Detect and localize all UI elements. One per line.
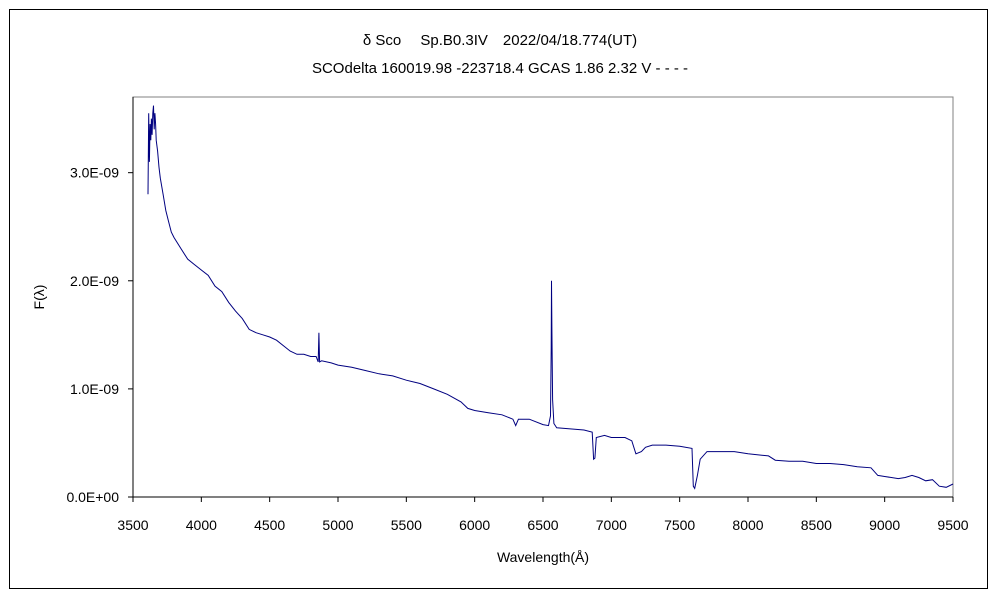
chart-title: δ Sco Sp.B0.3IV 2022/04/18.774(UT) bbox=[362, 32, 638, 49]
x-tick-label: 9000 bbox=[869, 517, 900, 533]
x-tick-label: 5500 bbox=[391, 517, 422, 533]
y-tick-label: 0.0E+00 bbox=[66, 489, 119, 505]
x-tick-label: 7500 bbox=[664, 517, 695, 533]
y-tick-label: 2.0E-09 bbox=[70, 273, 119, 289]
x-tick-label: 9500 bbox=[937, 517, 968, 533]
x-tick-label: 4500 bbox=[254, 517, 285, 533]
y-axis-label: F(λ) bbox=[31, 285, 47, 310]
x-tick-label: 6500 bbox=[527, 517, 558, 533]
y-tick-label: 1.0E-09 bbox=[70, 381, 119, 397]
chart-subtitle: SCOdelta 160019.98 -223718.4 GCAS 1.86 2… bbox=[311, 60, 689, 77]
spectrum-line bbox=[147, 105, 954, 490]
x-tick-label: 6000 bbox=[459, 517, 490, 533]
x-tick-label: 8000 bbox=[732, 517, 763, 533]
x-tick-label: 8500 bbox=[801, 517, 832, 533]
x-tick-label: 3500 bbox=[117, 517, 148, 533]
plot-area bbox=[132, 96, 954, 498]
y-tick-label: 3.0E-09 bbox=[70, 165, 119, 181]
x-tick-label: 5000 bbox=[322, 517, 353, 533]
x-tick-label: 7000 bbox=[596, 517, 627, 533]
x-tick-label: 4000 bbox=[186, 517, 217, 533]
chart-frame bbox=[9, 9, 988, 589]
x-axis: 3500 4000 4500 5000 5500 6000 6500 7000 7500 8000… bbox=[117, 496, 969, 533]
y-axis: 0.0E+00 1.0E-09 2.0E-09 3.0E-09 bbox=[66, 97, 134, 505]
x-axis-label: Wavelength(Å) bbox=[497, 549, 589, 565]
